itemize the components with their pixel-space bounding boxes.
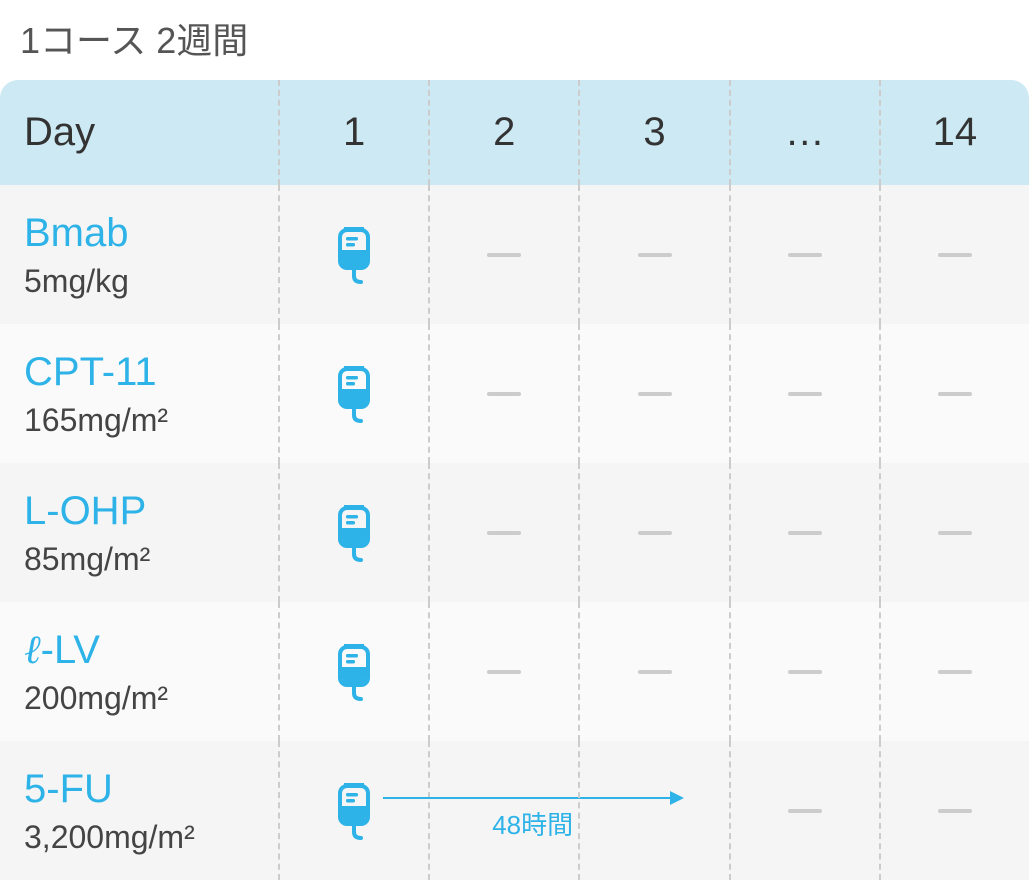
no-dose-dash: [487, 392, 521, 396]
day-cell: [430, 185, 580, 324]
no-dose-dash: [938, 809, 972, 813]
no-dose-dash: [938, 531, 972, 535]
iv-bag-icon: [329, 223, 379, 287]
no-dose-dash: [788, 670, 822, 674]
day-cell: [731, 185, 881, 324]
iv-bag-icon: [329, 779, 379, 843]
iv-bag-icon: [329, 640, 379, 704]
day-header-cell: 2: [430, 80, 580, 185]
table-row: Bmab 5mg/kg: [0, 185, 1029, 324]
drug-dose: 85mg/m²: [24, 541, 278, 578]
no-dose-dash: [638, 392, 672, 396]
no-dose-dash: [487, 531, 521, 535]
day-cell: 48時間: [280, 741, 430, 880]
day-cell: [580, 741, 730, 880]
day-cell: [580, 185, 730, 324]
day-cell: [430, 602, 580, 741]
iv-bag-icon: [329, 362, 379, 426]
no-dose-dash: [487, 253, 521, 257]
drug-dose: 200mg/m²: [24, 680, 278, 717]
day-cell: [731, 463, 881, 602]
drug-name: L-OHP: [24, 487, 278, 535]
day-cell: [280, 463, 430, 602]
schedule-table: Day 1 2 3 … 14 Bmab 5mg/kg CPT-11 165mg/m²…: [0, 80, 1029, 880]
day-cell: [430, 463, 580, 602]
day-cell: [731, 602, 881, 741]
day-cell: [580, 324, 730, 463]
day-cell: [881, 463, 1029, 602]
day-cell: [430, 741, 580, 880]
no-dose-dash: [638, 531, 672, 535]
table-row: 5-FU 3,200mg/m² 48時間: [0, 741, 1029, 880]
table-row: ℓ-LV 200mg/m²: [0, 602, 1029, 741]
drug-name: 5-FU: [24, 765, 278, 813]
table-header-row: Day 1 2 3 … 14: [0, 80, 1029, 185]
no-dose-dash: [638, 253, 672, 257]
no-dose-dash: [938, 253, 972, 257]
drug-dose: 165mg/m²: [24, 402, 278, 439]
day-header-cell: …: [731, 80, 881, 185]
drug-name: CPT-11: [24, 348, 278, 396]
no-dose-dash: [788, 531, 822, 535]
drug-dose: 5mg/kg: [24, 263, 278, 300]
drug-label-cell: Bmab 5mg/kg: [0, 185, 280, 324]
day-cell: [280, 324, 430, 463]
no-dose-dash: [487, 670, 521, 674]
no-dose-dash: [788, 253, 822, 257]
drug-dose: 3,200mg/m²: [24, 819, 278, 856]
drug-name: Bmab: [24, 209, 278, 257]
day-cell: [881, 185, 1029, 324]
drug-label-cell: L-OHP 85mg/m²: [0, 463, 280, 602]
day-cell: [731, 741, 881, 880]
day-cell: [580, 463, 730, 602]
drug-label-cell: CPT-11 165mg/m²: [0, 324, 280, 463]
drug-label-cell: ℓ-LV 200mg/m²: [0, 602, 280, 741]
no-dose-dash: [938, 392, 972, 396]
day-header-cell: 1: [280, 80, 430, 185]
table-row: CPT-11 165mg/m²: [0, 324, 1029, 463]
no-dose-dash: [788, 392, 822, 396]
day-cell: [731, 324, 881, 463]
day-cell: [580, 602, 730, 741]
table-row: L-OHP 85mg/m²: [0, 463, 1029, 602]
day-cell: [881, 741, 1029, 880]
no-dose-dash: [788, 809, 822, 813]
drug-label-cell: 5-FU 3,200mg/m²: [0, 741, 280, 880]
no-dose-dash: [938, 670, 972, 674]
day-header-cell: 3: [580, 80, 730, 185]
iv-bag-icon: [329, 501, 379, 565]
no-dose-dash: [638, 670, 672, 674]
day-cell: [881, 324, 1029, 463]
page-title: 1コース 2週間: [0, 0, 1029, 80]
day-cell: [430, 324, 580, 463]
day-cell: [280, 185, 430, 324]
day-header-cell: 14: [881, 80, 1029, 185]
day-cell: [280, 602, 430, 741]
drug-name: ℓ-LV: [24, 626, 278, 674]
day-cell: [881, 602, 1029, 741]
header-label: Day: [0, 80, 280, 185]
